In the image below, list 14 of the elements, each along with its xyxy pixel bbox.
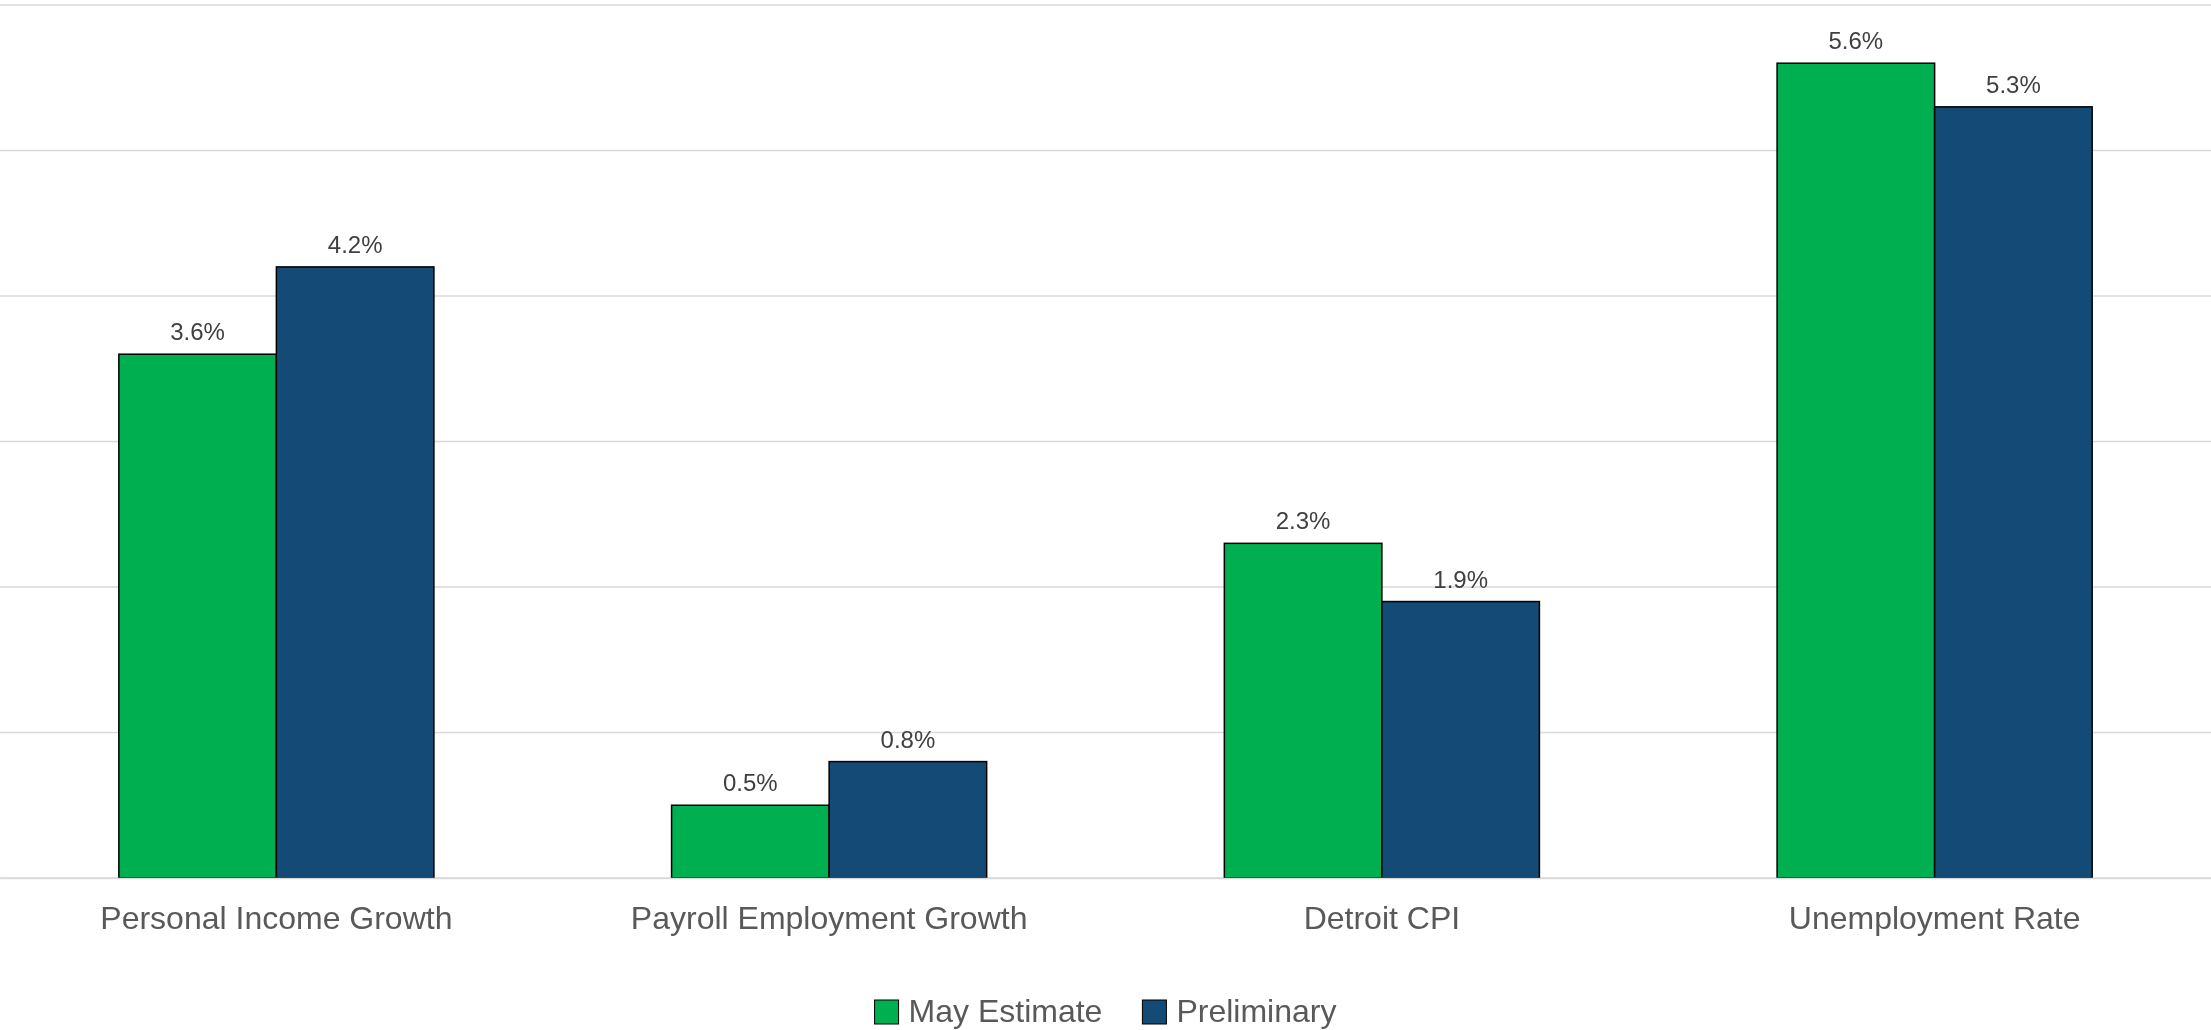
data-label: 5.3% xyxy=(1986,70,2041,98)
data-label: 2.3% xyxy=(1275,507,1331,535)
data-label: 5.6% xyxy=(1828,27,1884,55)
data-label: 0.5% xyxy=(723,769,778,797)
data-label: 1.9% xyxy=(1433,565,1488,593)
x-tick-label: Payroll Employment Growth xyxy=(630,899,1028,936)
legend-label: May Estimate xyxy=(908,993,1103,1029)
legend-label: Preliminary xyxy=(1176,993,1337,1029)
data-label: 0.8% xyxy=(880,725,936,753)
x-tick-label: Unemployment Rate xyxy=(1788,899,2081,936)
x-tick-label: Detroit CPI xyxy=(1303,899,1461,936)
x-tick-label: Personal Income Growth xyxy=(100,899,453,936)
data-label: 3.6% xyxy=(170,318,225,346)
data-label: 4.2% xyxy=(327,230,383,258)
